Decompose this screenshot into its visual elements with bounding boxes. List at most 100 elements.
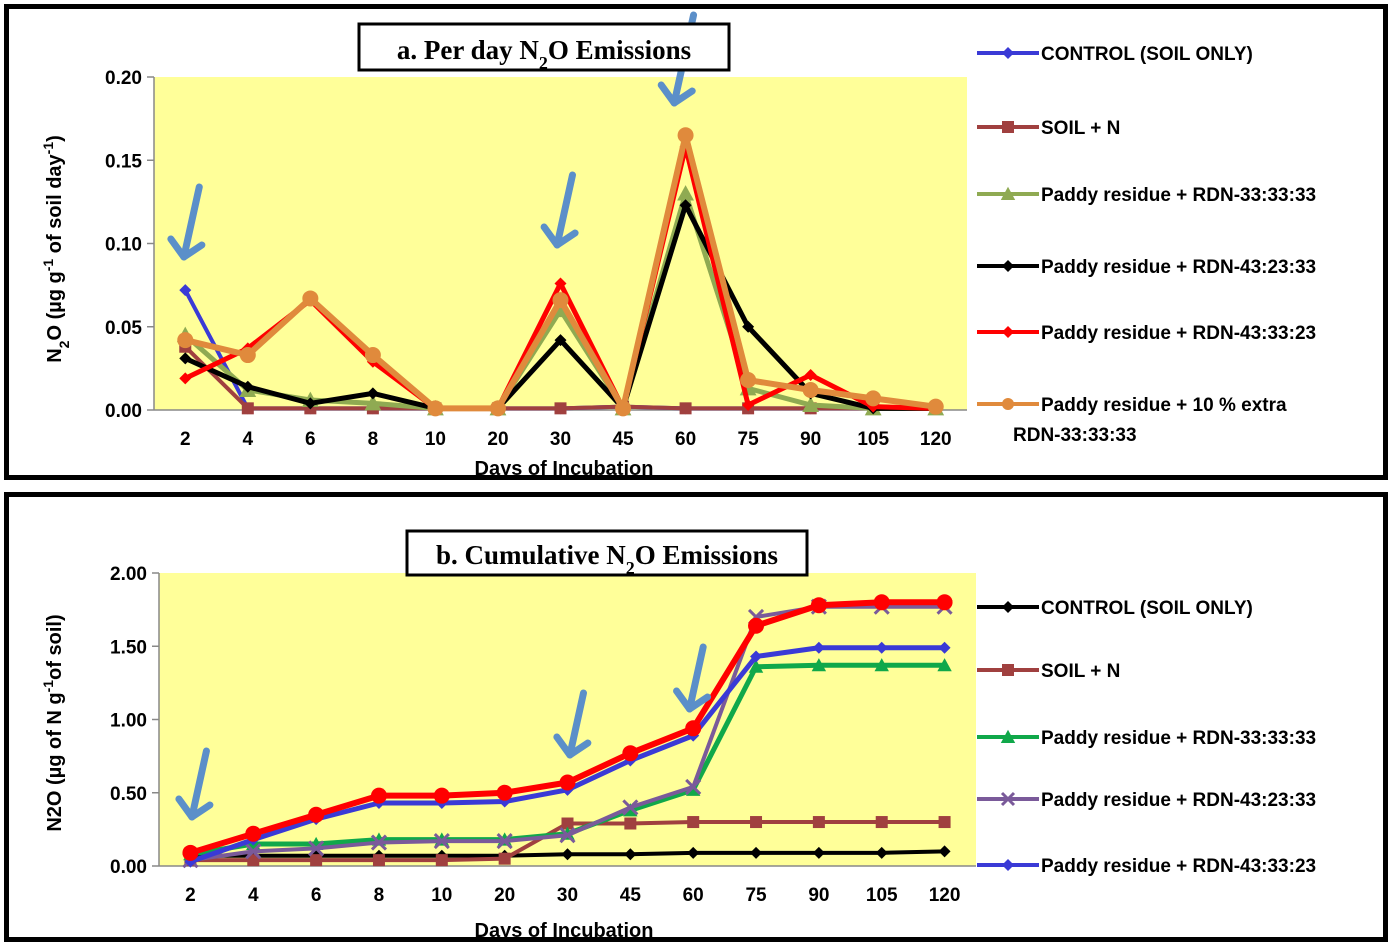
chart-b-data-point <box>433 787 450 804</box>
chart-panel-a: 0.00 0.05 0.10 0.15 0.20 2 4 6 8 10 20 30 45 60 75 90 10… <box>4 4 1388 480</box>
chart-b-data-point <box>247 854 260 867</box>
chart-b-legend-entry: CONTROL (SOIL ONLY) <box>977 598 1253 619</box>
chart-a-data-point <box>615 400 632 417</box>
chart-a-y-axis-title: N2O (µg g-1 of soil day-1) <box>40 135 72 363</box>
chart-b-data-point <box>182 844 199 861</box>
chart-b-data-point <box>812 846 825 859</box>
chart-a-data-point <box>179 352 192 365</box>
chart-b-x-axis-title: Days of Incubation <box>475 920 654 937</box>
chart-b-x-tick-label: 45 <box>620 885 642 906</box>
chart-b-data-point <box>687 846 700 859</box>
chart-a-data-point <box>679 402 692 415</box>
chart-b-legend-marker <box>1002 601 1014 613</box>
chart-a-legend-label: SOIL + N <box>1041 118 1120 139</box>
chart-a-legend-label: Paddy residue + RDN-33:33:33 <box>1041 185 1316 206</box>
chart-b-y-tick-label: 2.00 <box>110 564 147 585</box>
chart-b-data-point <box>812 641 825 654</box>
chart-b-legend-label: Paddy residue + RDN-43:23:33 <box>1041 790 1316 811</box>
chart-a-data-point <box>679 199 692 212</box>
chart-a-x-tick-label: 60 <box>675 429 696 450</box>
chart-b-data-point <box>496 833 513 850</box>
chart-a-x-tick-label: 4 <box>243 429 254 450</box>
chart-b-legend-entry: SOIL + N <box>977 661 1120 682</box>
chart-a-data-point <box>740 372 757 389</box>
chart-b-data-point <box>937 658 952 672</box>
chart-a-data-point <box>677 127 694 144</box>
chart-a-legend-entry: Paddy residue + RDN-33:33:33 <box>977 185 1316 206</box>
chart-a-legend-marker <box>1002 47 1014 59</box>
chart-b-data-point <box>750 816 763 829</box>
chart-a-legend-marker <box>1002 326 1014 338</box>
chart-b-data-point <box>184 855 197 868</box>
chart-b-data-point <box>310 854 323 867</box>
chart-b-x-tick-label: 105 <box>866 885 898 906</box>
chart-b-x-tick-label: 60 <box>683 885 704 906</box>
chart-b-legend-marker <box>1002 664 1014 676</box>
chart-b-x-tick-label: 90 <box>808 885 829 906</box>
chart-a-title-box <box>357 22 731 72</box>
chart-b-arrow-60 <box>673 643 712 713</box>
chart-a-arrow-2-head <box>167 235 206 261</box>
chart-b-data-point <box>308 840 325 857</box>
chart-b-data-point <box>875 816 888 829</box>
chart-a-x-tick-label: 120 <box>920 429 952 450</box>
chart-b-legend-label: Paddy residue + RDN-43:33:23 <box>1041 856 1316 877</box>
chart-a-legend-label: Paddy residue + 10 % extra <box>1041 395 1287 416</box>
chart-b-arrow-60-head <box>673 687 712 713</box>
chart-b-data-point <box>687 816 700 829</box>
chart-a-data-point <box>302 290 319 307</box>
chart-b-data-point <box>245 843 262 860</box>
chart-a-arrow-30-shaft <box>553 171 576 249</box>
chart-a-data-point <box>179 284 192 297</box>
chart-a-data-point <box>742 320 755 333</box>
chart-b-data-point <box>433 833 450 850</box>
chart-a-x-axis-title: Days of Incubation <box>475 458 654 475</box>
chart-b-data-point <box>559 827 576 844</box>
chart-b-x-tick-label: 30 <box>557 885 578 906</box>
chart-b-series-1 <box>184 816 951 867</box>
chart-a-series-5 <box>177 127 944 417</box>
chart-b-data-point <box>873 594 890 611</box>
chart-b-data-point <box>685 778 702 795</box>
chart-a-y-tick-label: 0.15 <box>105 151 142 172</box>
chart-a-data-point <box>427 400 444 417</box>
chart-a-arrow-30-head <box>540 223 579 249</box>
chart-b-data-point <box>811 658 827 672</box>
chart-a-x-tick-label: 45 <box>612 429 634 450</box>
chart-b-plot-area <box>159 573 976 866</box>
chart-b-arrow-2 <box>175 747 214 821</box>
chart-b-data-point <box>435 854 448 867</box>
chart-b-data-point <box>559 774 576 791</box>
chart-b-arrow-60-shaft <box>686 643 707 713</box>
chart-b-arrow-30-shaft <box>566 689 587 759</box>
chart-b-data-point <box>372 854 385 867</box>
chart-a-legend-marker <box>1000 186 1016 200</box>
chart-a-x-tick-label: 8 <box>368 429 379 450</box>
chart-b-data-point <box>498 852 511 865</box>
chart-b-arrow-2-shaft <box>188 747 210 821</box>
chart-a-x-tick-label: 10 <box>425 429 446 450</box>
chart-b-data-point <box>624 848 637 861</box>
chart-b-arrow-2-head <box>175 795 214 821</box>
chart-a-data-point <box>177 332 194 349</box>
chart-b-y-tick-label: 1.00 <box>110 711 147 732</box>
chart-b-x-tick-label: 20 <box>494 885 515 906</box>
chart-panel-b: 0.00 0.50 1.00 1.50 2.00 2 4 6 8 10 20 30 45 60 75 90 10… <box>4 492 1388 942</box>
chart-b-data-point <box>496 784 513 801</box>
chart-b-legend-entry: Paddy residue + RDN-43:23:33 <box>977 790 1316 811</box>
chart-a-data-point <box>804 369 817 382</box>
chart-b-data-point <box>936 594 953 611</box>
chart-a-data-point <box>366 387 379 400</box>
chart-b-data-point <box>561 848 574 861</box>
chart-a-arrow-2 <box>167 183 206 261</box>
chart-a-legend-marker <box>1002 260 1014 272</box>
chart-a-svg: 0.00 0.05 0.10 0.15 0.20 2 4 6 8 10 20 30 45 60 75 90 10… <box>40 11 1316 475</box>
chart-a-data-point <box>554 402 567 415</box>
chart-a-x-tick-label: 75 <box>738 429 760 450</box>
chart-b-arrow-30-head <box>553 733 592 759</box>
chart-b-legend-entry: Paddy residue + RDN-43:33:23 <box>977 856 1316 877</box>
chart-a-legend-marker <box>1002 398 1014 410</box>
chart-b-legend-label: CONTROL (SOIL ONLY) <box>1041 598 1253 619</box>
chart-a-legend-entry: SOIL + N <box>977 118 1120 139</box>
chart-b-y-tick-label: 0.00 <box>110 857 147 878</box>
